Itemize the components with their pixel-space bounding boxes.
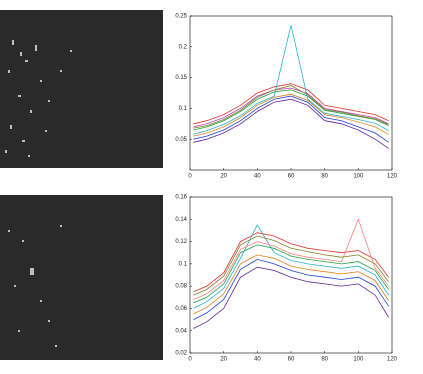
spectrum-line [193,89,389,131]
x-tick-label: 20 [220,357,227,363]
spectrum-line [193,224,389,309]
spectrum-line [193,93,389,137]
x-tick-label: 40 [254,357,261,363]
image-bottom [0,195,163,360]
y-tick-label: 0.1 [179,106,188,112]
spectrum-line [193,254,389,315]
x-tick-label: 80 [321,357,328,363]
y-tick-label: 0.14 [175,217,187,223]
x-tick-label: 120 [387,357,398,363]
y-tick-label: 0.02 [175,351,187,357]
spectrum-line [193,235,389,296]
spectrum-line [193,266,389,329]
spectrum-line [193,25,389,135]
spectrum-line [193,95,389,143]
x-tick-label: 40 [254,174,261,180]
y-tick-label: 0.08 [175,284,187,290]
y-tick-label: 0.2 [179,44,188,50]
y-tick-label: 0.12 [175,239,187,245]
spectrum-line [193,85,389,129]
plot-area [190,16,392,170]
x-tick-label: 60 [288,357,295,363]
spectrum-line [193,258,389,320]
x-tick-label: 0 [188,357,192,363]
spectrum-line [193,98,389,149]
plot-area [190,197,392,353]
y-tick-label: 0.16 [175,195,187,201]
x-tick-label: 100 [353,174,364,180]
y-tick-label: 0.1 [179,261,188,267]
y-tick-label: 0.05 [175,137,187,143]
spectrum-line [193,83,389,125]
x-tick-label: 20 [220,174,227,180]
x-tick-label: 120 [387,174,398,180]
y-tick-label: 0.04 [175,328,187,334]
image-top [0,10,163,168]
x-tick-label: 60 [288,174,295,180]
y-tick-label: 0.06 [175,306,187,312]
spectrum-line [193,87,389,128]
x-tick-label: 100 [353,357,364,363]
spectrum-line [193,244,389,304]
y-tick-label: 0.25 [175,14,187,20]
x-tick-label: 80 [321,174,328,180]
spectrum-line [193,218,389,300]
x-tick-label: 0 [188,174,192,180]
spectrum-line [193,232,389,293]
y-tick-label: 0.15 [175,75,187,81]
